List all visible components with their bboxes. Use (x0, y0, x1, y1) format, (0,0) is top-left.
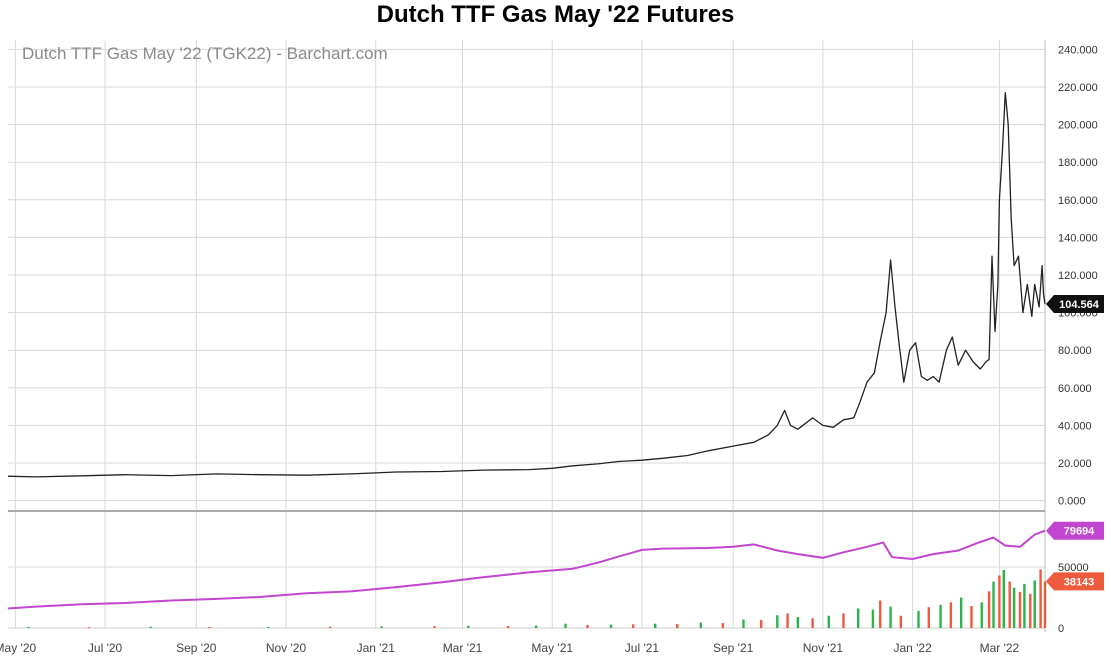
volume-bar (586, 624, 589, 628)
volume-bar (776, 615, 779, 628)
volume-bar (827, 615, 830, 628)
volume-bar (927, 607, 930, 628)
grid (8, 40, 1045, 629)
volume-bar (811, 618, 814, 628)
volume-bar (998, 575, 1001, 628)
chart-axes (8, 40, 1046, 632)
volume-bar (970, 606, 973, 628)
volume-bar (1043, 581, 1047, 628)
x-tick-label: Jan '22 (893, 641, 932, 655)
price-last-label-text: 104.564 (1059, 299, 1100, 311)
volume-bar (1033, 580, 1036, 628)
volume-bar (1029, 593, 1032, 628)
x-tick-label: Nov '20 (266, 641, 307, 655)
volume-bar (796, 617, 800, 628)
y-tick-label: 60.000 (1058, 383, 1092, 395)
volume-bar (27, 626, 30, 628)
y-tick-label: 180.000 (1058, 157, 1098, 169)
y-tick-label: 140.000 (1058, 232, 1098, 244)
volume-bar (959, 597, 963, 628)
volume-bar (208, 627, 211, 628)
volume-bar (380, 626, 383, 628)
x-tick-label: May '20 (0, 641, 36, 655)
volume-bar (267, 626, 270, 628)
open-interest-last-label: 79694 (1046, 521, 1104, 540)
x-axis-ticks: May '20 Jul '20 Sep '20 Nov '20 Jan '21 Mar '… (0, 641, 1020, 655)
volume-bar (759, 620, 763, 628)
volume-bar (879, 600, 882, 628)
volume-bar (1012, 587, 1016, 628)
open-interest-line (7, 529, 1046, 610)
volume-bar (949, 602, 953, 628)
chart-watermark: Dutch TTF Gas May '22 (TGK22) - Barchart… (22, 44, 388, 63)
x-tick-label: Mar '22 (980, 641, 1020, 655)
volume-bar (742, 619, 745, 628)
price-last-label-bg (1046, 295, 1104, 314)
x-tick-label: May '21 (531, 641, 573, 655)
volume-bar (534, 625, 538, 628)
volume-bar (899, 615, 903, 628)
price-series (7, 91, 1046, 478)
x-tick-label: Nov '21 (803, 641, 844, 655)
volume-bar (699, 622, 703, 628)
volume-bar (467, 625, 470, 628)
volume-bar (506, 625, 510, 628)
volume-bar (433, 626, 436, 628)
x-tick-label: Sep '20 (176, 641, 217, 655)
volume-bar (564, 623, 567, 628)
volume-bar (939, 604, 942, 628)
page-title: Dutch TTF Gas May '22 Futures (376, 1, 735, 28)
volume-bar (917, 610, 920, 628)
volume-bar (889, 606, 892, 628)
y-tick-label: 20.000 (1058, 458, 1092, 470)
price-line (7, 91, 1046, 478)
volume-bar (676, 624, 679, 628)
open-interest-series (7, 529, 1046, 610)
volume-bar (149, 626, 152, 628)
volume-bar (980, 602, 983, 628)
lower-y-tick-label: 0 (1058, 623, 1064, 635)
x-tick-label: Jul '21 (625, 641, 660, 655)
y-tick-label: 220.000 (1058, 82, 1098, 94)
last-value-labels: 104.564 79694 38143 (1046, 295, 1104, 591)
volume-last-label: 38143 (1046, 572, 1104, 591)
price-chart: Dutch TTF Gas May '22 (TGK22) - Barchart… (0, 40, 1104, 655)
volume-bar (87, 627, 91, 628)
volume-bar (987, 591, 991, 628)
volume-last-label-text: 38143 (1064, 576, 1095, 588)
volume-last-label-bg (1046, 572, 1104, 591)
volume-bars (27, 569, 1047, 628)
y-tick-label: 200.000 (1058, 120, 1098, 132)
x-tick-label: Mar '21 (443, 641, 483, 655)
volume-bar (721, 623, 725, 628)
volume-bar (842, 613, 845, 628)
volume-bar (1023, 584, 1026, 628)
volume-bar (1018, 591, 1022, 628)
volume-bar (1002, 570, 1006, 628)
x-tick-label: Sep '21 (713, 641, 754, 655)
y-tick-label: 0.000 (1058, 496, 1086, 508)
volume-bar (1008, 581, 1011, 628)
volume-bar (992, 581, 995, 628)
price-last-label: 104.564 (1046, 295, 1104, 314)
volume-bar (654, 623, 657, 628)
volume-bar (1039, 569, 1042, 628)
open-interest-last-label-text: 79694 (1064, 526, 1095, 538)
y-tick-label: 40.000 (1058, 420, 1092, 432)
volume-bar (609, 624, 613, 628)
lower-y-tick-label: 50000 (1058, 562, 1089, 574)
volume-bar (328, 626, 332, 628)
x-tick-label: Jan '21 (357, 641, 396, 655)
y-tick-label: 80.000 (1058, 345, 1092, 357)
y-tick-label: 240.000 (1058, 44, 1098, 56)
volume-bar (856, 608, 860, 628)
y-tick-label: 160.000 (1058, 195, 1098, 207)
y-tick-label: 120.000 (1058, 270, 1098, 282)
volume-bar (871, 609, 875, 628)
x-tick-label: Jul '20 (88, 641, 123, 655)
volume-bar (631, 624, 635, 628)
open-interest-last-label-bg (1046, 521, 1104, 540)
volume-bar (786, 613, 789, 628)
y-axis-ticks: 0.00020.00040.00060.00080.000100.000120.… (1058, 44, 1098, 635)
